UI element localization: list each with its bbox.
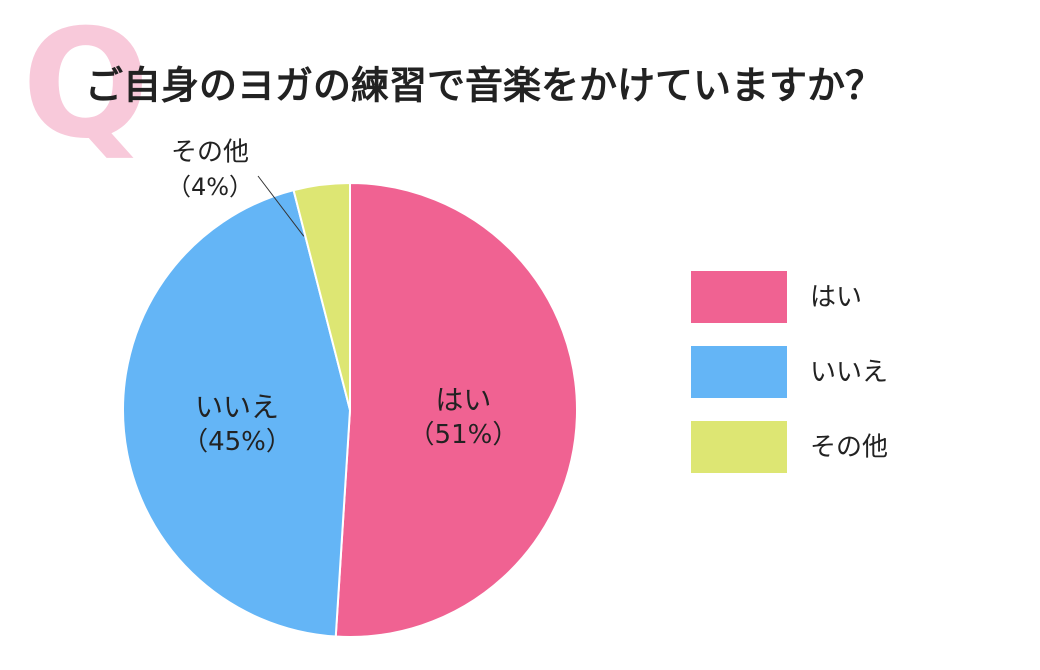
pie-slice <box>122 188 352 638</box>
legend-label: いいえ <box>810 358 888 388</box>
pie-slice <box>292 181 351 411</box>
legend-label: その他 <box>810 433 888 463</box>
slice-value-label: （51%） <box>409 420 519 450</box>
slice-label: いいえ <box>195 391 279 424</box>
legend-swatch <box>691 421 787 473</box>
leader-line <box>257 175 305 237</box>
slice-label: その他 <box>171 138 249 168</box>
title-mark: Q <box>22 0 150 172</box>
slice-value-label: （4%） <box>167 173 253 201</box>
legend-swatch <box>691 271 787 323</box>
slice-label: はい <box>435 384 491 417</box>
slice-value-label: （45%） <box>182 427 292 457</box>
legend-label: はい <box>810 283 862 313</box>
pie-slice <box>334 181 578 638</box>
chart-title: ご自身のヨガの練習で音楽をかけていますか？ <box>85 64 883 108</box>
legend-swatch <box>691 346 787 398</box>
